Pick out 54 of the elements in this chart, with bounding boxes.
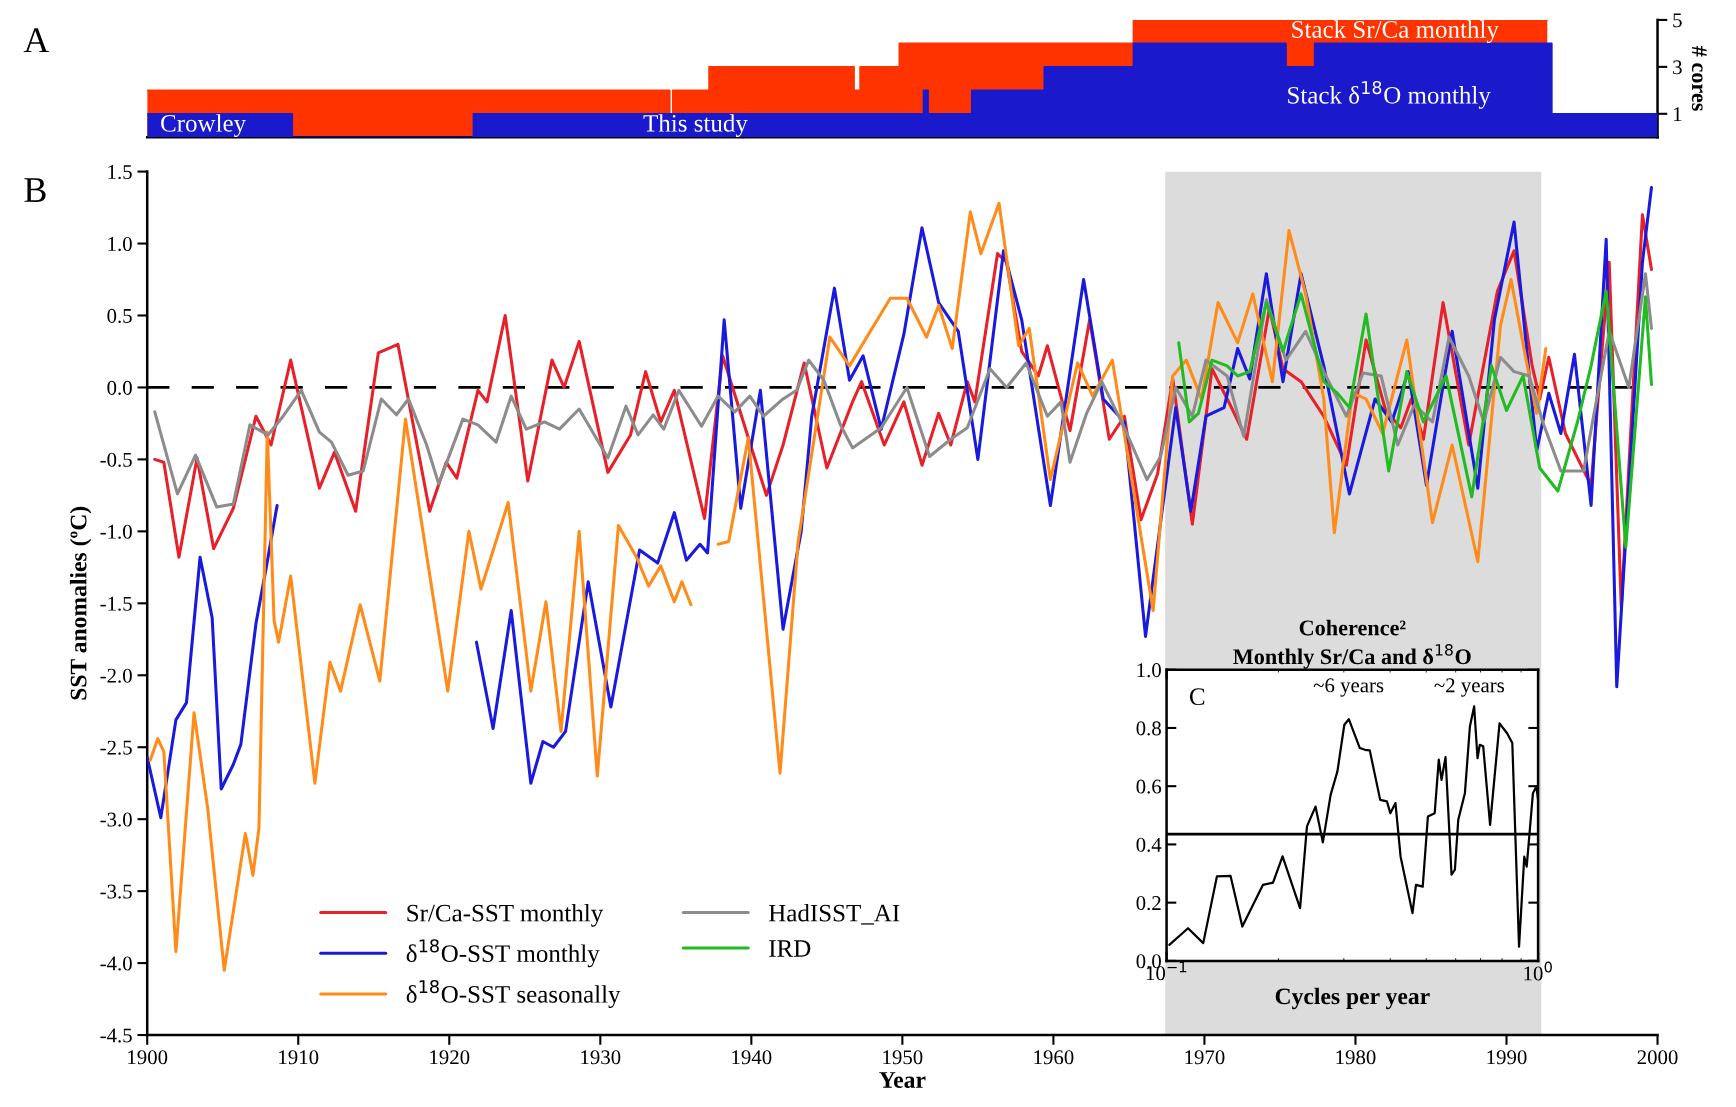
y-tick-label: 0.2 bbox=[1136, 896, 1161, 911]
x-tick-label: 1930 bbox=[581, 1050, 621, 1065]
annotation: C bbox=[1189, 688, 1205, 706]
y-tick-label: 0.6 bbox=[1136, 779, 1162, 794]
y-tick-label: 3 bbox=[1673, 60, 1682, 75]
x-tick-label: 1970 bbox=[1185, 1050, 1225, 1065]
y-tick-label: -0.5 bbox=[100, 452, 132, 467]
text: A bbox=[23, 28, 50, 53]
line-series bbox=[153, 272, 1654, 509]
annotation: ~2 years bbox=[1434, 678, 1505, 697]
annotation: ~6 years bbox=[1313, 678, 1384, 697]
y-tick-label: -2.0 bbox=[100, 668, 132, 683]
annotation: This study bbox=[643, 114, 748, 137]
y-tick-label: -4.5 bbox=[100, 1028, 132, 1043]
x-tick-label: 1980 bbox=[1336, 1050, 1376, 1065]
text: B bbox=[24, 178, 46, 202]
y-tick-label: 1 bbox=[1673, 107, 1682, 122]
annotation: Crowley bbox=[161, 114, 247, 137]
y-tick-label: 0.4 bbox=[1136, 837, 1162, 852]
x-tick-label: 1950 bbox=[883, 1050, 923, 1065]
legend-label: HadISST_AI bbox=[768, 903, 900, 925]
x-tick-label: 2000 bbox=[1637, 1050, 1678, 1065]
y-tick-label: -3.0 bbox=[100, 812, 132, 827]
legend-label: δ$^{18}$O-SST monthly bbox=[406, 939, 600, 968]
legend-label: IRD bbox=[769, 940, 811, 957]
chart-title: Coherence² Monthly Sr/Ca and δ$^{18}$O bbox=[1233, 619, 1471, 669]
x-axis-title: Cycles per year bbox=[1275, 987, 1430, 1010]
x-axis-title: Year bbox=[879, 1072, 926, 1088]
x-tick-label: 1920 bbox=[430, 1050, 470, 1065]
y-axis-title: # cores bbox=[1691, 46, 1707, 111]
y-tick-label: 0.8 bbox=[1136, 721, 1161, 736]
y-tick-label: 0.5 bbox=[107, 308, 132, 324]
x-tick-label: 1900 bbox=[128, 1050, 168, 1065]
annotation: Stack Sr/Ca monthly bbox=[1292, 20, 1499, 44]
x-tick-label: 1960 bbox=[1034, 1050, 1074, 1065]
y-tick-label: -3.5 bbox=[100, 884, 132, 899]
y-tick-label: 1.5 bbox=[108, 165, 132, 180]
y-tick-label: 0.0 bbox=[107, 380, 132, 395]
y-tick-label: -2.5 bbox=[100, 740, 132, 755]
x-tick-label: 1910 bbox=[279, 1050, 319, 1065]
y-tick-label: -1.5 bbox=[100, 596, 132, 611]
y-axis-title: SST anomalies (ºC) bbox=[69, 506, 92, 700]
x-tick-label: 10$^{0}$ bbox=[1524, 961, 1552, 981]
annotation: Stack δ$^{18}$O monthly bbox=[1288, 80, 1491, 109]
x-tick-label: 1990 bbox=[1487, 1050, 1527, 1065]
line-series bbox=[1177, 289, 1654, 549]
legend-label: Sr/Ca-SST monthly bbox=[407, 903, 604, 927]
legend-label: δ$^{18}$O-SST seasonally bbox=[406, 979, 621, 1008]
y-tick-label: -1.0 bbox=[100, 524, 132, 539]
y-tick-label: -4.0 bbox=[100, 956, 132, 971]
y-tick-label: 5 bbox=[1673, 13, 1682, 28]
y-tick-label: 1.0 bbox=[1137, 663, 1161, 678]
x-tick-label: 1940 bbox=[732, 1050, 772, 1065]
y-tick-label: 1.0 bbox=[108, 236, 132, 252]
